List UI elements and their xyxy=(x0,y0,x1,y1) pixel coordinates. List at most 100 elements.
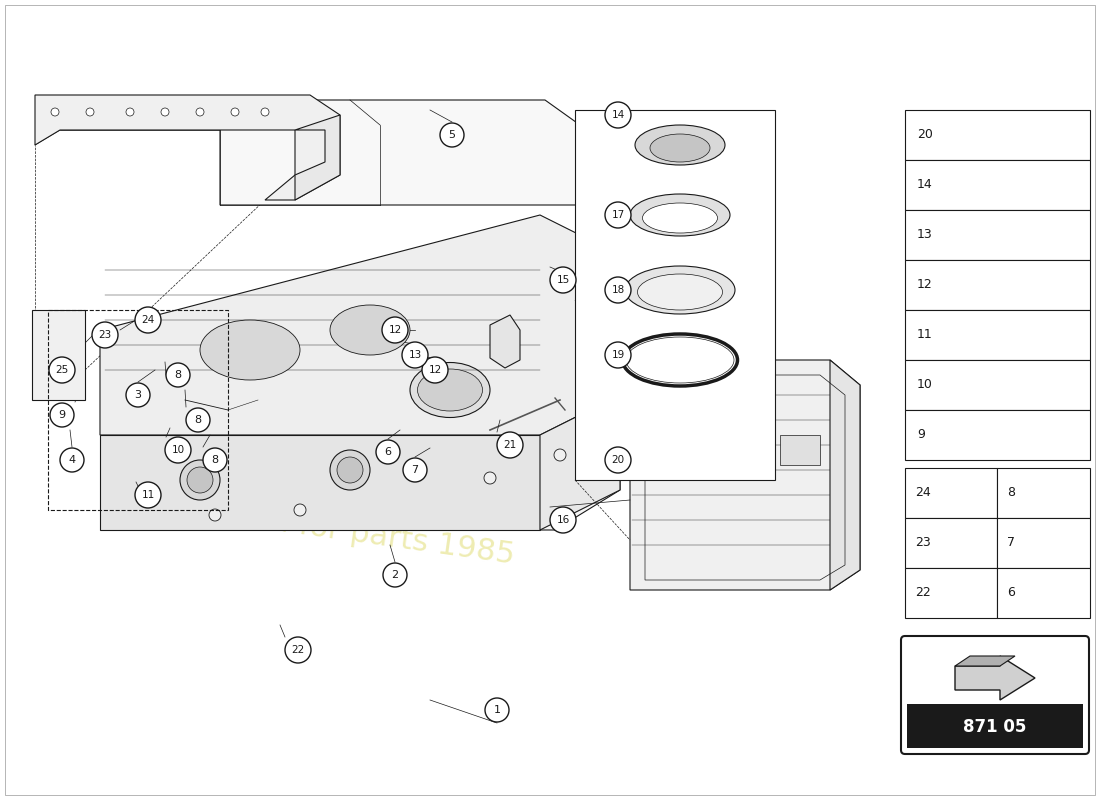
Text: 23: 23 xyxy=(98,330,111,340)
Bar xyxy=(905,260,1090,310)
Text: 9: 9 xyxy=(917,429,925,442)
Polygon shape xyxy=(955,656,1015,666)
Bar xyxy=(908,642,1084,706)
Polygon shape xyxy=(100,435,540,530)
Circle shape xyxy=(403,458,427,482)
Polygon shape xyxy=(35,95,340,200)
Circle shape xyxy=(50,403,74,427)
Ellipse shape xyxy=(330,305,410,355)
Bar xyxy=(905,518,997,568)
Ellipse shape xyxy=(638,274,723,310)
Circle shape xyxy=(187,467,213,493)
Text: 22: 22 xyxy=(292,645,305,655)
Bar xyxy=(905,410,1090,460)
Circle shape xyxy=(196,108,204,116)
Polygon shape xyxy=(630,360,860,590)
Circle shape xyxy=(554,449,566,461)
Text: 25: 25 xyxy=(55,365,68,375)
Bar xyxy=(905,160,1090,210)
Circle shape xyxy=(605,277,631,303)
Bar xyxy=(908,704,1084,748)
Circle shape xyxy=(605,447,631,473)
Bar xyxy=(905,360,1090,410)
Bar xyxy=(997,518,1090,568)
Circle shape xyxy=(605,342,631,368)
Bar xyxy=(997,568,1090,618)
Circle shape xyxy=(51,108,59,116)
Text: 14: 14 xyxy=(917,178,933,191)
Circle shape xyxy=(402,342,428,368)
Text: 1: 1 xyxy=(494,705,501,715)
Circle shape xyxy=(165,437,191,463)
Circle shape xyxy=(485,698,509,722)
Polygon shape xyxy=(490,315,520,368)
Bar xyxy=(48,310,228,510)
Text: 24: 24 xyxy=(915,486,931,499)
Circle shape xyxy=(337,457,363,483)
Polygon shape xyxy=(175,270,620,530)
Text: 8: 8 xyxy=(175,370,182,380)
Text: 6: 6 xyxy=(385,447,392,457)
Text: 10: 10 xyxy=(172,445,185,455)
Bar xyxy=(780,435,820,465)
Text: 16: 16 xyxy=(557,515,570,525)
Polygon shape xyxy=(32,310,85,400)
Ellipse shape xyxy=(635,125,725,165)
Text: 13: 13 xyxy=(917,229,933,242)
Bar xyxy=(905,468,997,518)
Circle shape xyxy=(261,108,270,116)
Text: 7: 7 xyxy=(411,465,419,475)
Text: 10: 10 xyxy=(917,378,933,391)
Circle shape xyxy=(497,432,522,458)
Ellipse shape xyxy=(418,369,483,411)
Circle shape xyxy=(382,317,408,343)
Text: 9: 9 xyxy=(58,410,66,420)
Text: 2: 2 xyxy=(392,570,398,580)
Polygon shape xyxy=(100,215,620,435)
Text: 17: 17 xyxy=(612,210,625,220)
Circle shape xyxy=(605,102,631,128)
Ellipse shape xyxy=(625,266,735,314)
Polygon shape xyxy=(220,100,580,205)
Text: 21: 21 xyxy=(504,440,517,450)
Text: 15: 15 xyxy=(557,275,570,285)
Text: 20: 20 xyxy=(612,455,625,465)
Circle shape xyxy=(50,357,75,383)
Text: el-dorado: el-dorado xyxy=(134,350,526,550)
Circle shape xyxy=(231,108,239,116)
Circle shape xyxy=(376,440,400,464)
Bar xyxy=(905,310,1090,360)
Polygon shape xyxy=(295,115,340,200)
Circle shape xyxy=(186,408,210,432)
Circle shape xyxy=(440,123,464,147)
Bar xyxy=(575,110,776,480)
Circle shape xyxy=(180,460,220,500)
Circle shape xyxy=(422,357,448,383)
Circle shape xyxy=(92,322,118,348)
Text: 12: 12 xyxy=(917,278,933,291)
Circle shape xyxy=(60,448,84,472)
Polygon shape xyxy=(830,360,860,590)
Circle shape xyxy=(209,509,221,521)
Ellipse shape xyxy=(642,203,717,233)
Text: 4: 4 xyxy=(68,455,76,465)
Ellipse shape xyxy=(650,134,710,162)
Text: 12: 12 xyxy=(428,365,441,375)
Text: 13: 13 xyxy=(408,350,421,360)
Bar xyxy=(905,568,997,618)
Text: a passion for parts 1985: a passion for parts 1985 xyxy=(144,490,516,570)
Circle shape xyxy=(550,267,576,293)
Ellipse shape xyxy=(630,194,730,236)
Circle shape xyxy=(126,108,134,116)
Text: 14: 14 xyxy=(612,110,625,120)
Text: 5: 5 xyxy=(449,130,455,140)
FancyBboxPatch shape xyxy=(901,636,1089,754)
Circle shape xyxy=(126,383,150,407)
Circle shape xyxy=(330,450,370,490)
Text: 3: 3 xyxy=(134,390,142,400)
Polygon shape xyxy=(540,395,620,530)
Polygon shape xyxy=(955,656,1035,700)
Text: 24: 24 xyxy=(142,315,155,325)
Text: 871 05: 871 05 xyxy=(964,718,1026,736)
Text: 22: 22 xyxy=(915,586,931,599)
